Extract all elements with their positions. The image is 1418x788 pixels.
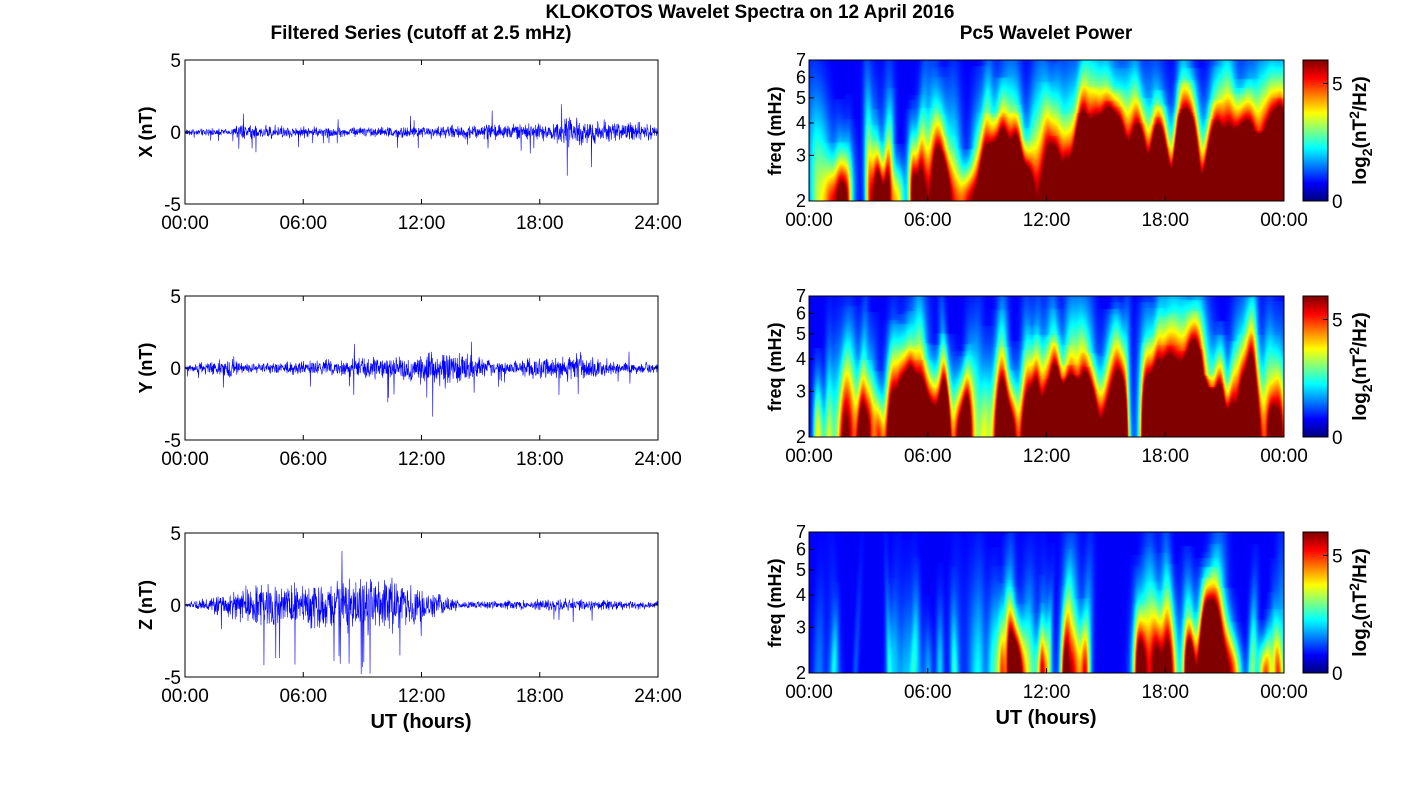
colorbar-label: log2(nT2/Hz) [1346,548,1375,656]
x-tick-label: 06:00 [279,213,327,234]
x-tick-label: 18:00 [1141,682,1189,703]
y-tick-label: 0 [170,359,181,380]
x-tick-label: 00:00 [785,210,833,231]
x-tick-label: 00:00 [1260,682,1308,703]
z-wavelet-colorbar-frame [1302,531,1329,674]
y-tick-label: 6 [796,67,806,87]
y-tick-label: 0 [170,123,181,144]
left-column-title: Filtered Series (cutoff at 2.5 mHz) [271,23,572,44]
x-tick-label: 12:00 [1023,446,1071,467]
x-tick-label: 18:00 [516,686,564,707]
z-wavelet-colorbar [1303,532,1328,673]
x-tick-label: 00:00 [1260,210,1308,231]
y-tick-label: 2 [796,191,806,211]
y-tick-label: 5 [796,88,806,108]
x-tick-label: 24:00 [634,686,682,707]
x-series-ylabel: X (nT) [136,107,156,158]
x-wavelet-ylabel: freq (mHz) [765,86,785,175]
colorbar-tick-label: 5 [1332,75,1343,96]
x-tick-label: 12:00 [1023,210,1071,231]
x-tick-label: 24:00 [634,213,682,234]
x-tick-label: 06:00 [904,446,952,467]
x-wavelet-colorbar-frame [1302,59,1329,202]
y-tick-label: 5 [170,51,181,72]
y-tick-label: 4 [796,585,806,605]
y-wavelet-ylabel: freq (mHz) [765,322,785,411]
y-tick-label: -5 [164,431,181,452]
y-wavelet-colorbar-frame [1302,295,1329,438]
x-tick-label: 00:00 [1260,446,1308,467]
y-wavelet-panel: freq (mHz) 00:00 06:00 12:00 18:00 00:007654… [765,286,1375,467]
y-tick-label: 2 [796,427,806,447]
y-tick-label: 5 [170,524,181,545]
x-tick-label: 18:00 [1141,446,1189,467]
colorbar-label: log2(nT2/Hz) [1346,312,1375,420]
y-tick-label: 4 [796,349,806,369]
y-tick-label: 6 [796,303,806,323]
y-wavelet-colorbar [1303,296,1328,437]
y-tick-label: 7 [796,286,806,306]
right-column-title: Pc5 Wavelet Power [960,23,1133,44]
y-series-panel: Y (nT) 00:00 06:00 12:00 18:00 24:00 5 0 -5 [136,287,682,470]
z-series-ylabel: Z (nT) [136,580,156,630]
y-tick-label: 3 [796,145,806,165]
x-series-trace [184,104,659,176]
colorbar-tick-label: 0 [1332,664,1343,685]
y-series-ylabel: Y (nT) [136,343,156,394]
y-series-trace [184,341,659,417]
x-series-panel: X (nT) 00:00 06:00 12:00 18:00 24:00 5 0 -5 [136,51,682,234]
y-tick-label: 3 [796,381,806,401]
x-tick-label: 00:00 [161,686,209,707]
z-series-trace [184,550,659,675]
z-wavelet-heatmap [809,532,1284,673]
x-tick-label: 18:00 [516,213,564,234]
x-tick-label: 06:00 [904,682,952,703]
y-tick-label: 7 [796,522,806,542]
colorbar-tick-label: 0 [1332,192,1343,213]
y-tick-label: 2 [796,663,806,683]
y-tick-label: -5 [164,668,181,689]
z-series-panel: Z (nT) UT (hours) 00:00 06:00 12:00 18:00 24… [136,524,682,733]
z-wavelet-xlabel: UT (hours) [995,707,1096,729]
figure-suptitle: KLOKOTOS Wavelet Spectra on 12 April 201… [546,2,955,23]
y-tick-label: 5 [170,287,181,308]
x-tick-label: 12:00 [1023,682,1071,703]
x-tick-label: 00:00 [785,682,833,703]
x-tick-label: 18:00 [516,449,564,470]
y-tick-label: 6 [796,539,806,559]
x-tick-label: 12:00 [398,449,446,470]
x-tick-label: 00:00 [161,213,209,234]
colorbar-tick-label: 0 [1332,428,1343,449]
x-tick-label: 06:00 [279,686,327,707]
x-tick-label: 12:00 [398,213,446,234]
z-wavelet-panel: freq (mHz) UT (hours) 00:00 06:00 12:00 18:… [765,522,1375,729]
x-tick-label: 00:00 [785,446,833,467]
x-tick-label: 06:00 [904,210,952,231]
colorbar-tick-label: 5 [1332,547,1343,568]
x-tick-label: 18:00 [1141,210,1189,231]
x-wavelet-colorbar [1303,60,1328,201]
x-wavelet-heatmap [809,60,1284,201]
colorbar-label: log2(nT2/Hz) [1346,76,1375,184]
z-series-xlabel: UT (hours) [370,711,471,733]
y-tick-label: 5 [796,560,806,580]
colorbar-tick-label: 5 [1332,311,1343,332]
y-tick-label: 7 [796,50,806,70]
x-tick-label: 24:00 [634,449,682,470]
y-wavelet-heatmap [809,296,1284,437]
x-tick-label: 00:00 [161,449,209,470]
y-tick-label: 3 [796,617,806,637]
x-tick-label: 12:00 [398,686,446,707]
y-tick-label: -5 [164,195,181,216]
x-wavelet-panel: freq (mHz) 00:00 06:00 12:00 18:00 00:007654… [765,50,1375,231]
y-tick-label: 0 [170,596,181,617]
x-tick-label: 06:00 [279,449,327,470]
y-tick-label: 5 [796,324,806,344]
y-tick-label: 4 [796,113,806,133]
z-wavelet-ylabel: freq (mHz) [765,558,785,647]
